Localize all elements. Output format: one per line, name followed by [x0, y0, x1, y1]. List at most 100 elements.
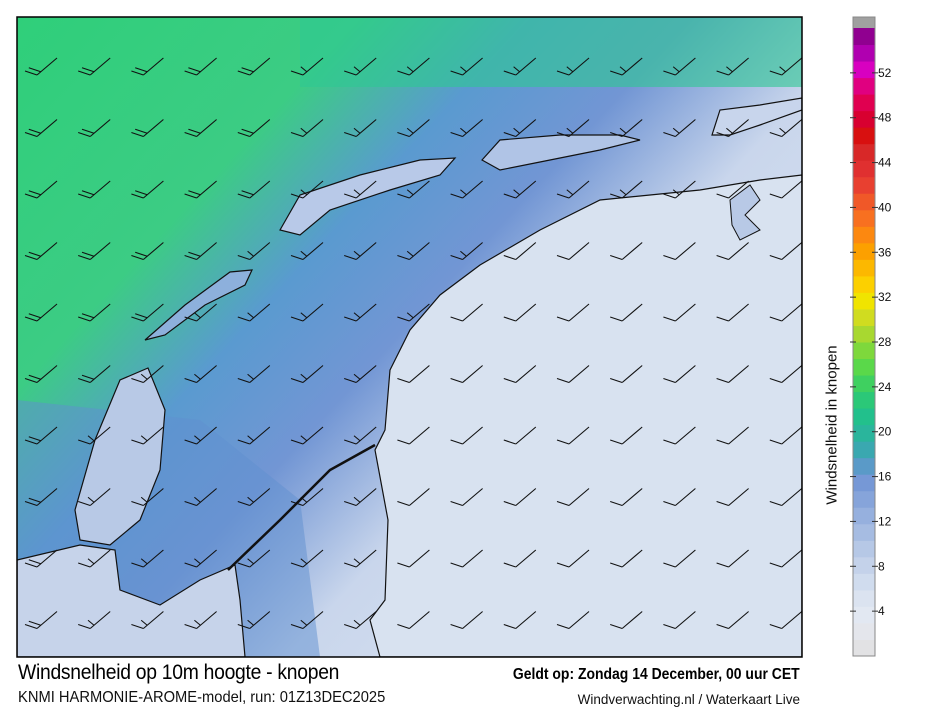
colorbar-band — [853, 556, 875, 574]
wind-barb — [131, 488, 164, 507]
wind-barb — [503, 549, 537, 568]
lauwersmeer — [729, 184, 761, 241]
colorbar-band — [853, 639, 875, 657]
wind-barb — [237, 57, 271, 76]
wind-barb — [78, 365, 111, 384]
colorbar-band — [853, 143, 875, 161]
colorbar-band — [853, 474, 875, 492]
wind-barb — [769, 119, 802, 138]
wind-barb — [716, 488, 749, 507]
wind-barb — [769, 365, 802, 384]
wind-barb — [610, 426, 643, 445]
wind-barb — [663, 242, 696, 261]
wind-barb — [184, 303, 217, 322]
wind-barb — [716, 303, 749, 322]
wind-barb — [663, 488, 696, 507]
wind-barb — [184, 365, 217, 384]
wind-barb — [610, 611, 643, 630]
colorbar-band — [853, 193, 875, 211]
wind-barb — [663, 303, 696, 322]
wind-barb — [78, 303, 111, 322]
wind-barb — [663, 57, 696, 76]
wind-barb — [556, 549, 590, 568]
colorbar-tick-label: 8 — [878, 559, 885, 573]
wind-barb — [290, 119, 324, 138]
wind-barb — [610, 57, 643, 76]
wind-barb — [24, 365, 58, 384]
colorbar-tick-label: 40 — [878, 200, 892, 214]
wind-barb — [290, 180, 324, 199]
wind-barb — [556, 119, 590, 138]
colorbar-band — [853, 523, 875, 541]
wind-barb — [769, 242, 802, 261]
model-run: KNMI HARMONIE-AROME-model, run: 01Z13DEC… — [18, 689, 386, 706]
colorbar-band — [853, 490, 875, 508]
wind-barb — [184, 426, 217, 445]
wind-barb — [663, 119, 696, 138]
wind-barb — [503, 303, 537, 322]
colorbar-band — [853, 622, 875, 640]
vlieland — [144, 269, 253, 341]
wind-barb — [184, 488, 217, 507]
wind-barb — [769, 57, 802, 76]
wind-barb — [24, 549, 58, 568]
wind-barb — [397, 119, 430, 138]
wind-barb — [397, 611, 430, 630]
colorbar-band — [853, 507, 875, 525]
wind-barb — [344, 426, 377, 445]
wind-barbs — [24, 57, 802, 630]
wind-barb — [716, 119, 749, 138]
colorbar-band — [853, 540, 875, 558]
wind-barb — [503, 611, 537, 630]
colorbar-band — [853, 94, 875, 112]
colorbar-band — [853, 342, 875, 360]
wind-barb — [610, 119, 643, 138]
schiermonnikoog — [711, 97, 802, 136]
wind-barb — [769, 180, 802, 199]
wind-barb — [237, 242, 271, 261]
wind-barb — [610, 365, 643, 384]
colorbar-tick-label: 32 — [878, 290, 892, 304]
wind-barb — [716, 242, 749, 261]
colorbar-band — [853, 292, 875, 310]
wind-barb — [237, 488, 271, 507]
colorbar-band — [853, 573, 875, 591]
wind-barb — [344, 180, 377, 199]
wind-barb — [716, 549, 749, 568]
wind-barb — [131, 549, 164, 568]
wind-barb — [131, 180, 164, 199]
wind-barb — [716, 180, 749, 199]
colorbar-tick-label: 24 — [878, 380, 892, 394]
wind-barb — [184, 549, 217, 568]
wind-barb — [556, 426, 590, 445]
wind-barb — [450, 242, 483, 261]
wind-barb — [610, 242, 643, 261]
wind-barb — [78, 57, 111, 76]
wind-barb — [397, 488, 430, 507]
wind-barb — [131, 426, 164, 445]
colorbar-tick-label: 12 — [878, 514, 892, 528]
wind-barb — [716, 426, 749, 445]
colorbar-band — [853, 275, 875, 293]
wind-barb — [556, 488, 590, 507]
wind-barb — [78, 119, 111, 138]
wind-barb — [716, 57, 749, 76]
wind-barb — [184, 611, 217, 630]
colorbar-band — [853, 44, 875, 62]
wind-barb — [556, 303, 590, 322]
wind-barb — [450, 119, 483, 138]
wind-barb — [237, 303, 271, 322]
wind-barb — [184, 57, 217, 76]
wind-barb — [237, 119, 271, 138]
wind-barb — [78, 180, 111, 199]
colorbar-band — [853, 358, 875, 376]
wind-barb — [237, 426, 271, 445]
wind-barb — [24, 57, 58, 76]
wind-barb — [184, 242, 217, 261]
colorbar-tick-label: 36 — [878, 245, 892, 259]
wind-barb — [344, 242, 377, 261]
wind-barb — [78, 611, 111, 630]
colorbar-band — [853, 160, 875, 178]
wind-barb — [450, 549, 483, 568]
wind-barb — [290, 303, 324, 322]
